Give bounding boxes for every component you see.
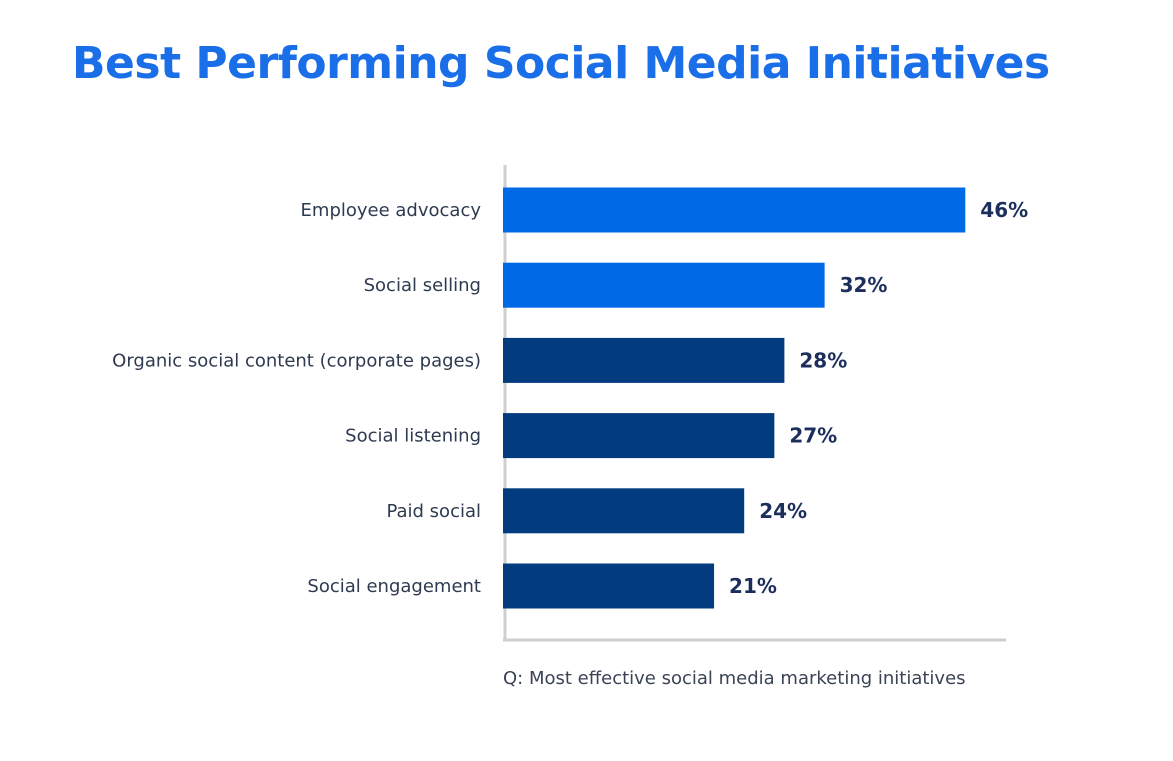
category-label: Organic social content (corporate pages) <box>112 350 481 371</box>
bar <box>503 413 775 459</box>
category-label: Social engagement <box>307 576 481 597</box>
data-label: 21% <box>729 574 777 598</box>
bar <box>503 563 715 609</box>
category-label: Employee advocacy <box>301 200 482 221</box>
bar <box>503 187 966 233</box>
category-label: Social listening <box>345 426 481 447</box>
category-label: Paid social <box>386 501 481 522</box>
bar <box>503 262 825 308</box>
bar <box>503 488 745 534</box>
data-label: 46% <box>980 198 1028 222</box>
data-label: 27% <box>789 424 837 448</box>
data-label: 24% <box>759 499 807 523</box>
chart-footnote: Q: Most effective social media marketing… <box>503 668 966 689</box>
category-label: Social selling <box>364 275 481 296</box>
data-label: 32% <box>840 273 888 297</box>
bar <box>503 337 785 383</box>
data-label: 28% <box>799 348 847 372</box>
chart-title: Best Performing Social Media Initiatives <box>72 38 1050 89</box>
